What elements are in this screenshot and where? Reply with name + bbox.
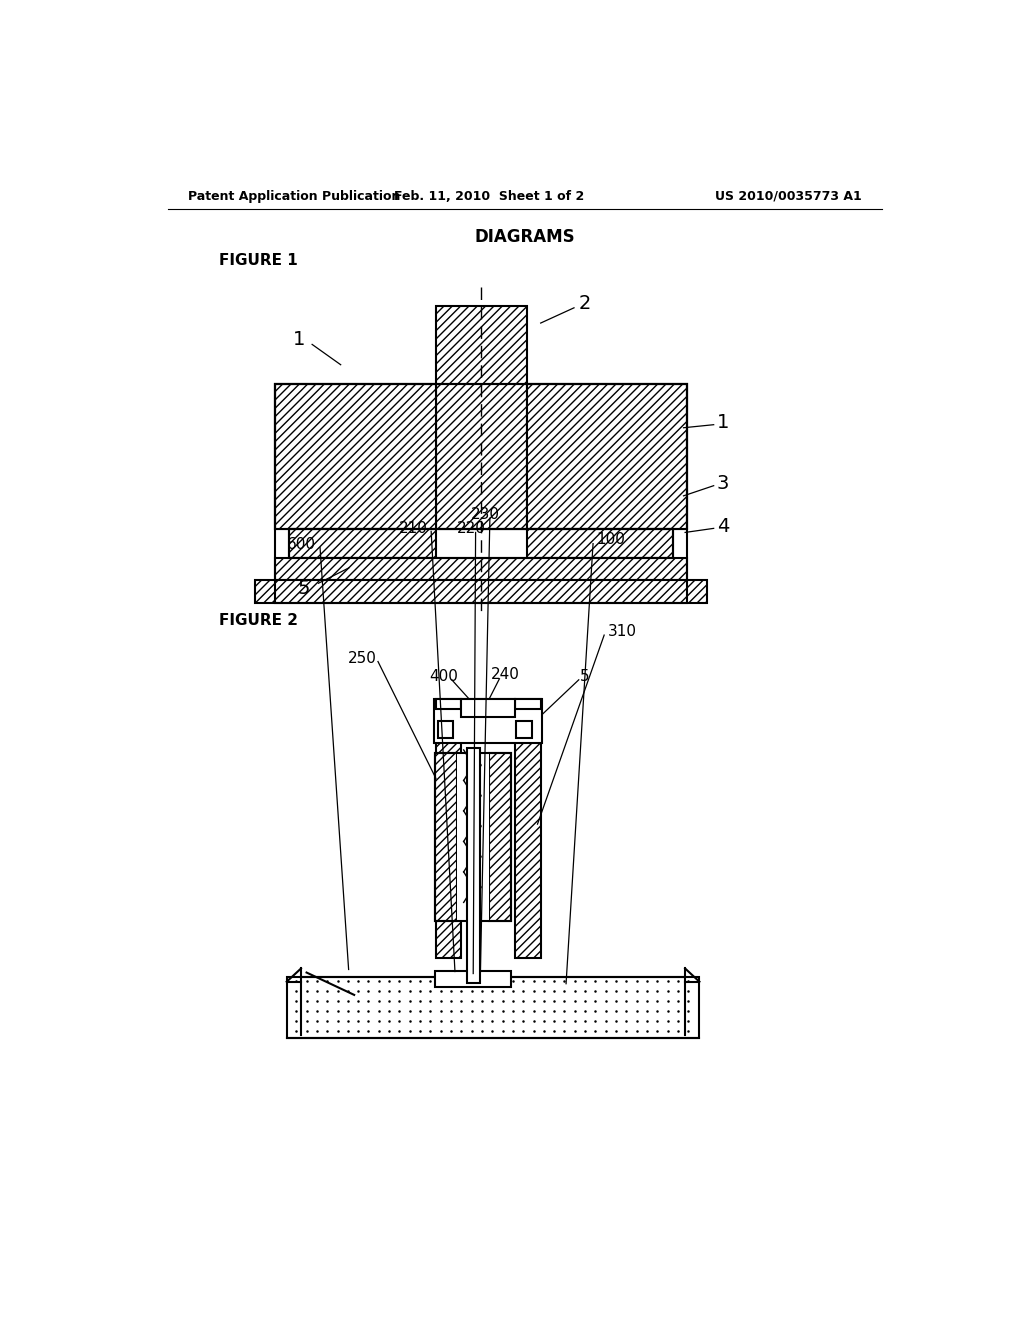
Text: FIGURE 2: FIGURE 2 — [219, 614, 298, 628]
Text: 4: 4 — [717, 517, 729, 536]
Text: DIAGRAMS: DIAGRAMS — [474, 227, 575, 246]
Text: US 2010/0035773 A1: US 2010/0035773 A1 — [716, 190, 862, 202]
Text: 1: 1 — [717, 413, 729, 432]
Bar — [435, 752, 511, 921]
Text: 5: 5 — [298, 579, 310, 598]
Text: 3: 3 — [717, 474, 729, 494]
Bar — [436, 700, 462, 709]
Bar — [467, 748, 480, 982]
Bar — [289, 529, 673, 558]
Text: 240: 240 — [492, 667, 520, 682]
Bar — [433, 700, 543, 743]
Bar — [274, 384, 687, 602]
Bar — [526, 529, 673, 558]
Bar — [274, 558, 687, 581]
Bar — [435, 306, 526, 529]
Text: 220: 220 — [457, 521, 485, 536]
Text: Feb. 11, 2010  Sheet 1 of 2: Feb. 11, 2010 Sheet 1 of 2 — [394, 190, 585, 202]
Text: 600: 600 — [287, 537, 315, 552]
Bar — [274, 384, 435, 529]
Bar — [255, 581, 708, 602]
Bar — [435, 752, 458, 921]
Bar — [516, 722, 531, 738]
Text: 400: 400 — [429, 669, 459, 684]
Bar — [489, 752, 511, 921]
Bar — [515, 700, 541, 709]
Bar — [437, 722, 454, 738]
Bar — [287, 977, 699, 1038]
Text: 310: 310 — [608, 623, 637, 639]
Text: 210: 210 — [399, 521, 428, 536]
Text: 250: 250 — [348, 651, 377, 667]
Text: FIGURE 1: FIGURE 1 — [219, 252, 298, 268]
Text: 100: 100 — [596, 532, 625, 546]
Bar — [274, 384, 687, 529]
Text: 1: 1 — [293, 330, 305, 348]
Text: 5: 5 — [581, 669, 590, 684]
Bar — [436, 713, 462, 958]
Bar — [458, 752, 489, 921]
Bar — [435, 970, 511, 987]
Text: 2: 2 — [579, 294, 591, 313]
Text: 230: 230 — [471, 507, 500, 521]
Bar — [526, 384, 687, 529]
Bar — [462, 700, 515, 718]
Bar — [289, 529, 435, 558]
Bar — [515, 713, 541, 958]
Text: Patent Application Publication: Patent Application Publication — [187, 190, 400, 202]
